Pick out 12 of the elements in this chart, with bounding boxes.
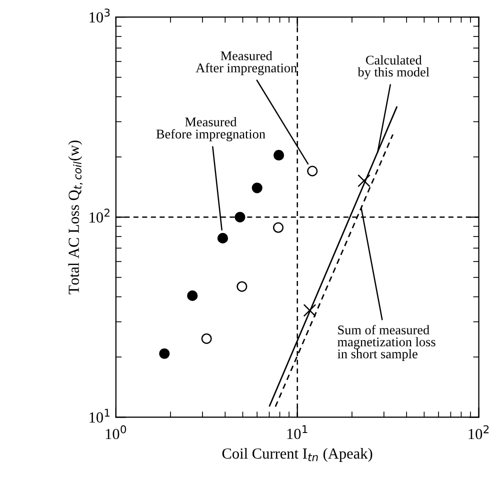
x-axis-title: Coil Current I$_{tn}$ (Apeak)	[222, 448, 372, 462]
annotation: Calculated by this model	[358, 55, 430, 80]
y-tick-label: 10$^{3}$	[90, 8, 110, 23]
annotation: Measured After impregnation	[196, 51, 297, 76]
x-tick-label: 10$^{0}$	[106, 425, 126, 440]
x-tick-label: 10$^{2}$	[468, 425, 489, 440]
y-axis-title: Total AC Loss Q$_{t,coil}$(w)	[68, 140, 83, 294]
y-tick-label: 10$^{1}$	[90, 408, 110, 423]
y-tick-label: 10$^{2}$	[90, 208, 110, 223]
annotation: Sum of measured magnetization loss in short sample	[338, 324, 436, 362]
x-tick-label: 10$^{1}$	[287, 425, 308, 440]
annotation: Measured Before impregnation	[156, 117, 266, 142]
